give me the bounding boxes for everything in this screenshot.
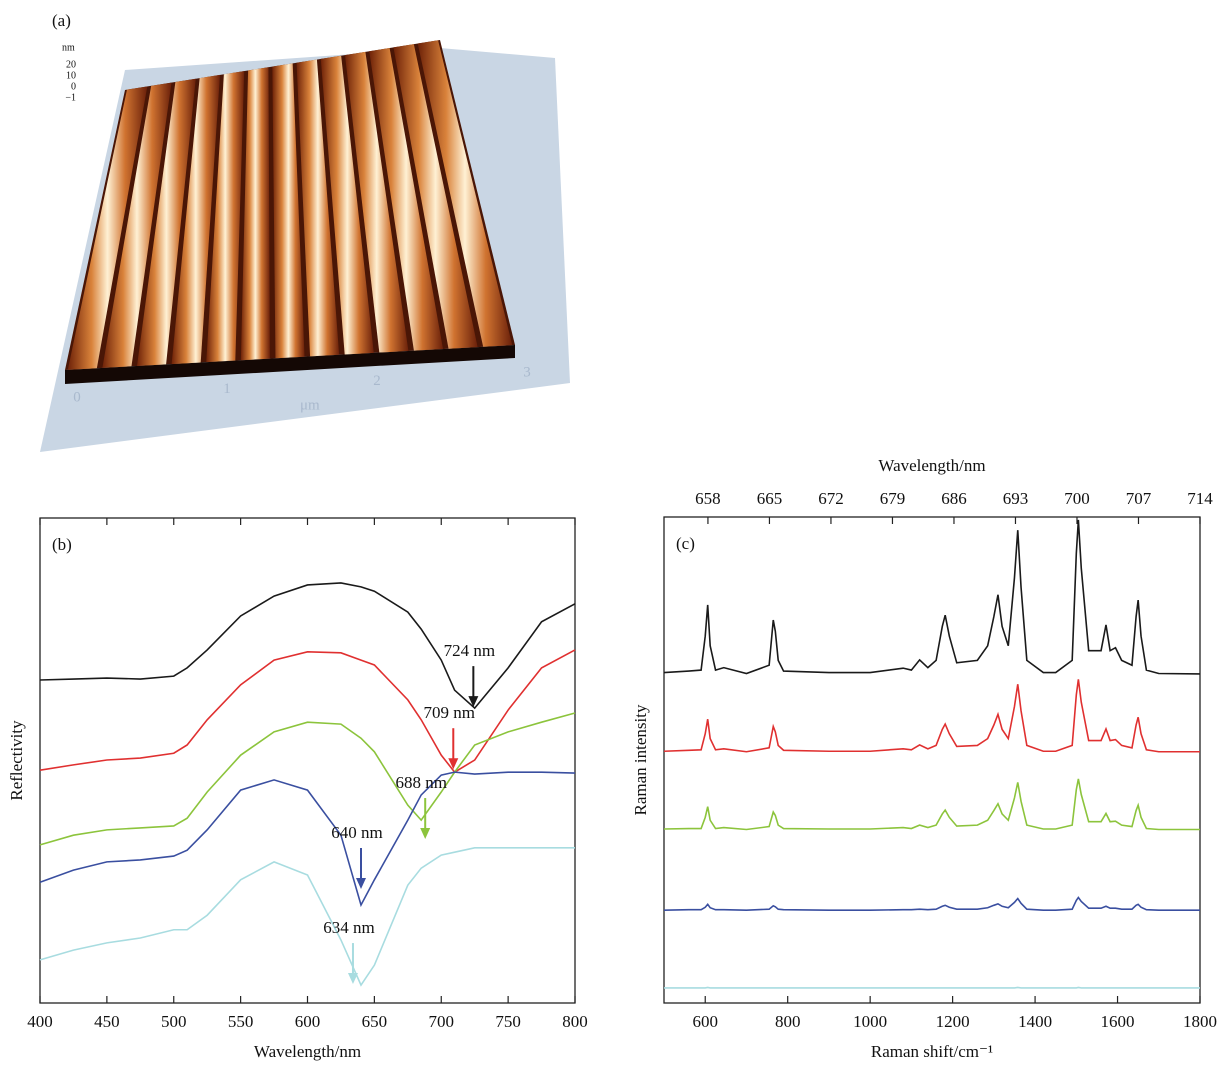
y-axis-title: Reflectivity — [7, 720, 26, 801]
x-tick-label: 1800 — [1183, 1012, 1217, 1031]
series-line — [664, 520, 1200, 674]
series-line — [40, 848, 575, 985]
panel-label: (a) — [52, 11, 71, 30]
x-tick-label: 450 — [94, 1012, 120, 1031]
x-tick-label: 0 — [73, 389, 81, 405]
x-tick-label: 500 — [161, 1012, 187, 1031]
series-line — [40, 772, 575, 905]
plot-frame — [664, 517, 1200, 1003]
x-tick-label: 400 — [27, 1012, 53, 1031]
annotation-label: 634 nm — [323, 918, 374, 937]
x2-tick-label: 672 — [818, 489, 844, 508]
x-tick-label: 2 — [373, 373, 381, 389]
x-tick-label: 750 — [495, 1012, 521, 1031]
x2-tick-label: 700 — [1064, 489, 1090, 508]
x-tick-label: 600 — [295, 1012, 321, 1031]
series-line — [664, 898, 1200, 911]
x-tick-label: 1600 — [1101, 1012, 1135, 1031]
annotation-label: 640 nm — [331, 823, 382, 842]
z-unit: nm — [62, 42, 75, 53]
panel-label: (b) — [52, 535, 72, 554]
series-line — [40, 713, 575, 845]
x-axis-title: Raman shift/cm⁻¹ — [871, 1042, 993, 1061]
z-tick-label: 10 — [66, 70, 76, 81]
figure: (a)nm20100−10123μm 400450500550600650700… — [0, 0, 1224, 1067]
x2-tick-label: 686 — [941, 489, 967, 508]
x-tick-label: 550 — [228, 1012, 254, 1031]
series-line — [664, 779, 1200, 830]
x2-tick-label: 658 — [695, 489, 721, 508]
annotation-arrowhead — [448, 758, 458, 769]
x2-tick-label: 679 — [880, 489, 906, 508]
x-axis-title: Wavelength/nm — [254, 1042, 361, 1061]
series-line — [40, 650, 575, 772]
z-tick-label: 0 — [71, 81, 76, 92]
z-tick-label: 20 — [66, 59, 76, 70]
x-tick-label: 800 — [775, 1012, 801, 1031]
z-tick-label: −1 — [65, 92, 76, 103]
annotation-label: 709 nm — [424, 703, 475, 722]
x-tick-label: 1400 — [1018, 1012, 1052, 1031]
x-tick-label: 1000 — [853, 1012, 887, 1031]
x-tick-label: 800 — [562, 1012, 588, 1031]
series-line — [664, 679, 1200, 751]
x-tick-label: 3 — [523, 364, 531, 380]
annotation-arrowhead — [356, 878, 366, 889]
x2-tick-label: 714 — [1187, 489, 1213, 508]
x-tick-label: 700 — [429, 1012, 455, 1031]
x2-tick-label: 707 — [1126, 489, 1152, 508]
x2-tick-label: 665 — [757, 489, 783, 508]
x-unit: μm — [300, 397, 320, 413]
plot-frame — [40, 518, 575, 1003]
y-axis-title: Raman intensity — [631, 704, 650, 815]
x-tick-label: 1 — [223, 381, 231, 397]
panel-label: (c) — [676, 534, 695, 553]
annotation-label: 724 nm — [444, 641, 495, 660]
x-tick-label: 1200 — [936, 1012, 970, 1031]
x-tick-label: 650 — [362, 1012, 388, 1031]
annotation-label: 688 nm — [395, 773, 446, 792]
x2-tick-label: 693 — [1003, 489, 1029, 508]
page: (a)nm20100−10123μm 400450500550600650700… — [0, 0, 1224, 1067]
x2-axis-title: Wavelength/nm — [878, 456, 985, 475]
annotation-arrowhead — [420, 828, 430, 839]
annotation-arrowhead — [348, 973, 358, 984]
x-tick-label: 600 — [692, 1012, 718, 1031]
